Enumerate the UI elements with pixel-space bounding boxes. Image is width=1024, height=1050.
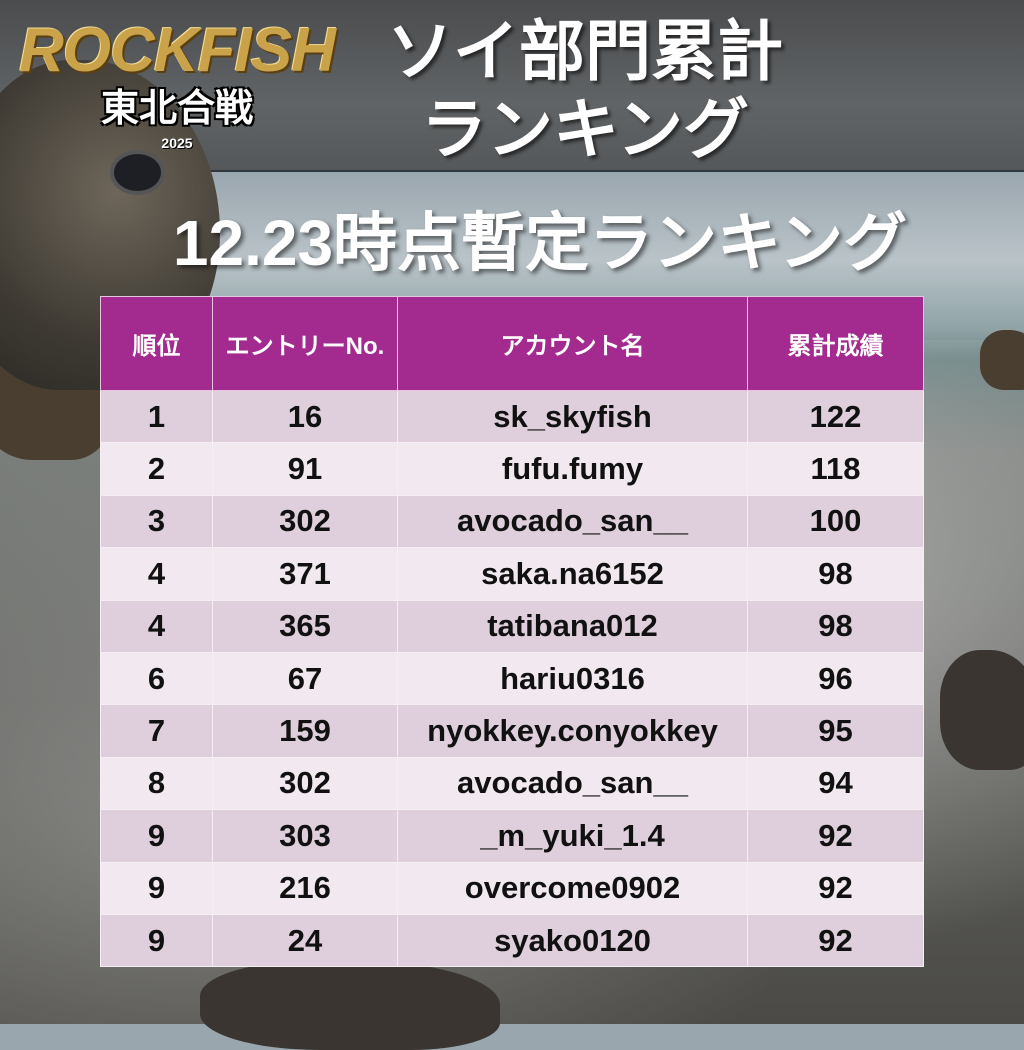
- table-row: 8 302 avocado_san__ 94: [100, 756, 924, 811]
- cell-account-name: _m_yuki_1.4: [397, 809, 748, 863]
- cell-account-name: saka.na6152: [397, 547, 748, 601]
- cell-rank: 8: [100, 756, 213, 811]
- cell-account-name: syako0120: [397, 913, 748, 968]
- cell-total-score: 92: [747, 861, 924, 915]
- header-entry-no: エントリーNo.: [212, 296, 398, 391]
- cell-entry-no: 67: [212, 651, 398, 706]
- cell-total-score: 95: [747, 704, 924, 758]
- logo-sub: 東北合戦: [100, 88, 253, 130]
- cell-rank: 9: [100, 861, 213, 915]
- logo-brand: ROCKFISH: [19, 16, 336, 85]
- cell-total-score: 98: [747, 599, 924, 653]
- ranking-table: 順位 エントリーNo. アカウント名 累計成績 1 16 sk_skyfish 122…: [100, 296, 924, 968]
- cell-entry-no: 371: [212, 547, 398, 601]
- cell-total-score: 96: [747, 651, 924, 706]
- table-row: 4 371 saka.na6152 98: [100, 547, 924, 601]
- header-account-name: アカウント名: [397, 296, 748, 391]
- cell-rank: 1: [100, 389, 213, 444]
- table-row: 2 91 fufu.fumy 118: [100, 442, 924, 496]
- cell-entry-no: 91: [212, 442, 398, 496]
- cell-entry-no: 302: [212, 756, 398, 811]
- cell-rank: 9: [100, 809, 213, 863]
- cell-entry-no: 303: [212, 809, 398, 863]
- background-rock: [200, 960, 500, 1050]
- fish-eye: [110, 150, 165, 195]
- cell-entry-no: 24: [212, 913, 398, 968]
- cell-rank: 7: [100, 704, 213, 758]
- logo-year: 2025: [161, 135, 193, 151]
- page-subtitle: 12.23時点暫定ランキング: [172, 207, 908, 279]
- title-line-1: ソイ部門累計: [387, 14, 783, 88]
- page-title: ソイ部門累計 ランキング: [360, 12, 810, 168]
- cell-rank: 4: [100, 599, 213, 653]
- cell-account-name: avocado_san__: [397, 494, 748, 549]
- background-rock: [980, 330, 1024, 390]
- table-row: 9 216 overcome0902 92: [100, 861, 924, 915]
- cell-rank: 9: [100, 913, 213, 968]
- cell-entry-no: 16: [212, 389, 398, 444]
- cell-entry-no: 216: [212, 861, 398, 915]
- cell-account-name: avocado_san__: [397, 756, 748, 811]
- cell-entry-no: 365: [212, 599, 398, 653]
- table-row: 3 302 avocado_san__ 100: [100, 494, 924, 549]
- cell-account-name: hariu0316: [397, 651, 748, 706]
- cell-rank: 4: [100, 547, 213, 601]
- table-row: 6 67 hariu0316 96: [100, 651, 924, 706]
- cell-total-score: 100: [747, 494, 924, 549]
- table-row: 7 159 nyokkey.conyokkey 95: [100, 704, 924, 758]
- header-rank: 順位: [100, 296, 213, 391]
- cell-total-score: 98: [747, 547, 924, 601]
- cell-entry-no: 159: [212, 704, 398, 758]
- cell-total-score: 122: [747, 389, 924, 444]
- cell-account-name: fufu.fumy: [397, 442, 748, 496]
- cell-entry-no: 302: [212, 494, 398, 549]
- table-header-row: 順位 エントリーNo. アカウント名 累計成績: [100, 296, 924, 391]
- cell-account-name: tatibana012: [397, 599, 748, 653]
- cell-rank: 3: [100, 494, 213, 549]
- table-row: 4 365 tatibana012 98: [100, 599, 924, 653]
- table-row: 1 16 sk_skyfish 122: [100, 389, 924, 444]
- header-total-score: 累計成績: [747, 296, 924, 391]
- cell-total-score: 118: [747, 442, 924, 496]
- cell-total-score: 92: [747, 913, 924, 968]
- cell-total-score: 94: [747, 756, 924, 811]
- cell-account-name: nyokkey.conyokkey: [397, 704, 748, 758]
- table-row: 9 303 _m_yuki_1.4 92: [100, 809, 924, 863]
- event-logo: ROCKFISH 東北合戦 2025: [12, 18, 342, 164]
- background-rock: [940, 650, 1024, 770]
- title-line-2: ランキング: [420, 92, 750, 166]
- table-row: 9 24 syako0120 92: [100, 913, 924, 968]
- cell-rank: 2: [100, 442, 213, 496]
- cell-total-score: 92: [747, 809, 924, 863]
- cell-rank: 6: [100, 651, 213, 706]
- cell-account-name: sk_skyfish: [397, 389, 748, 444]
- cell-account-name: overcome0902: [397, 861, 748, 915]
